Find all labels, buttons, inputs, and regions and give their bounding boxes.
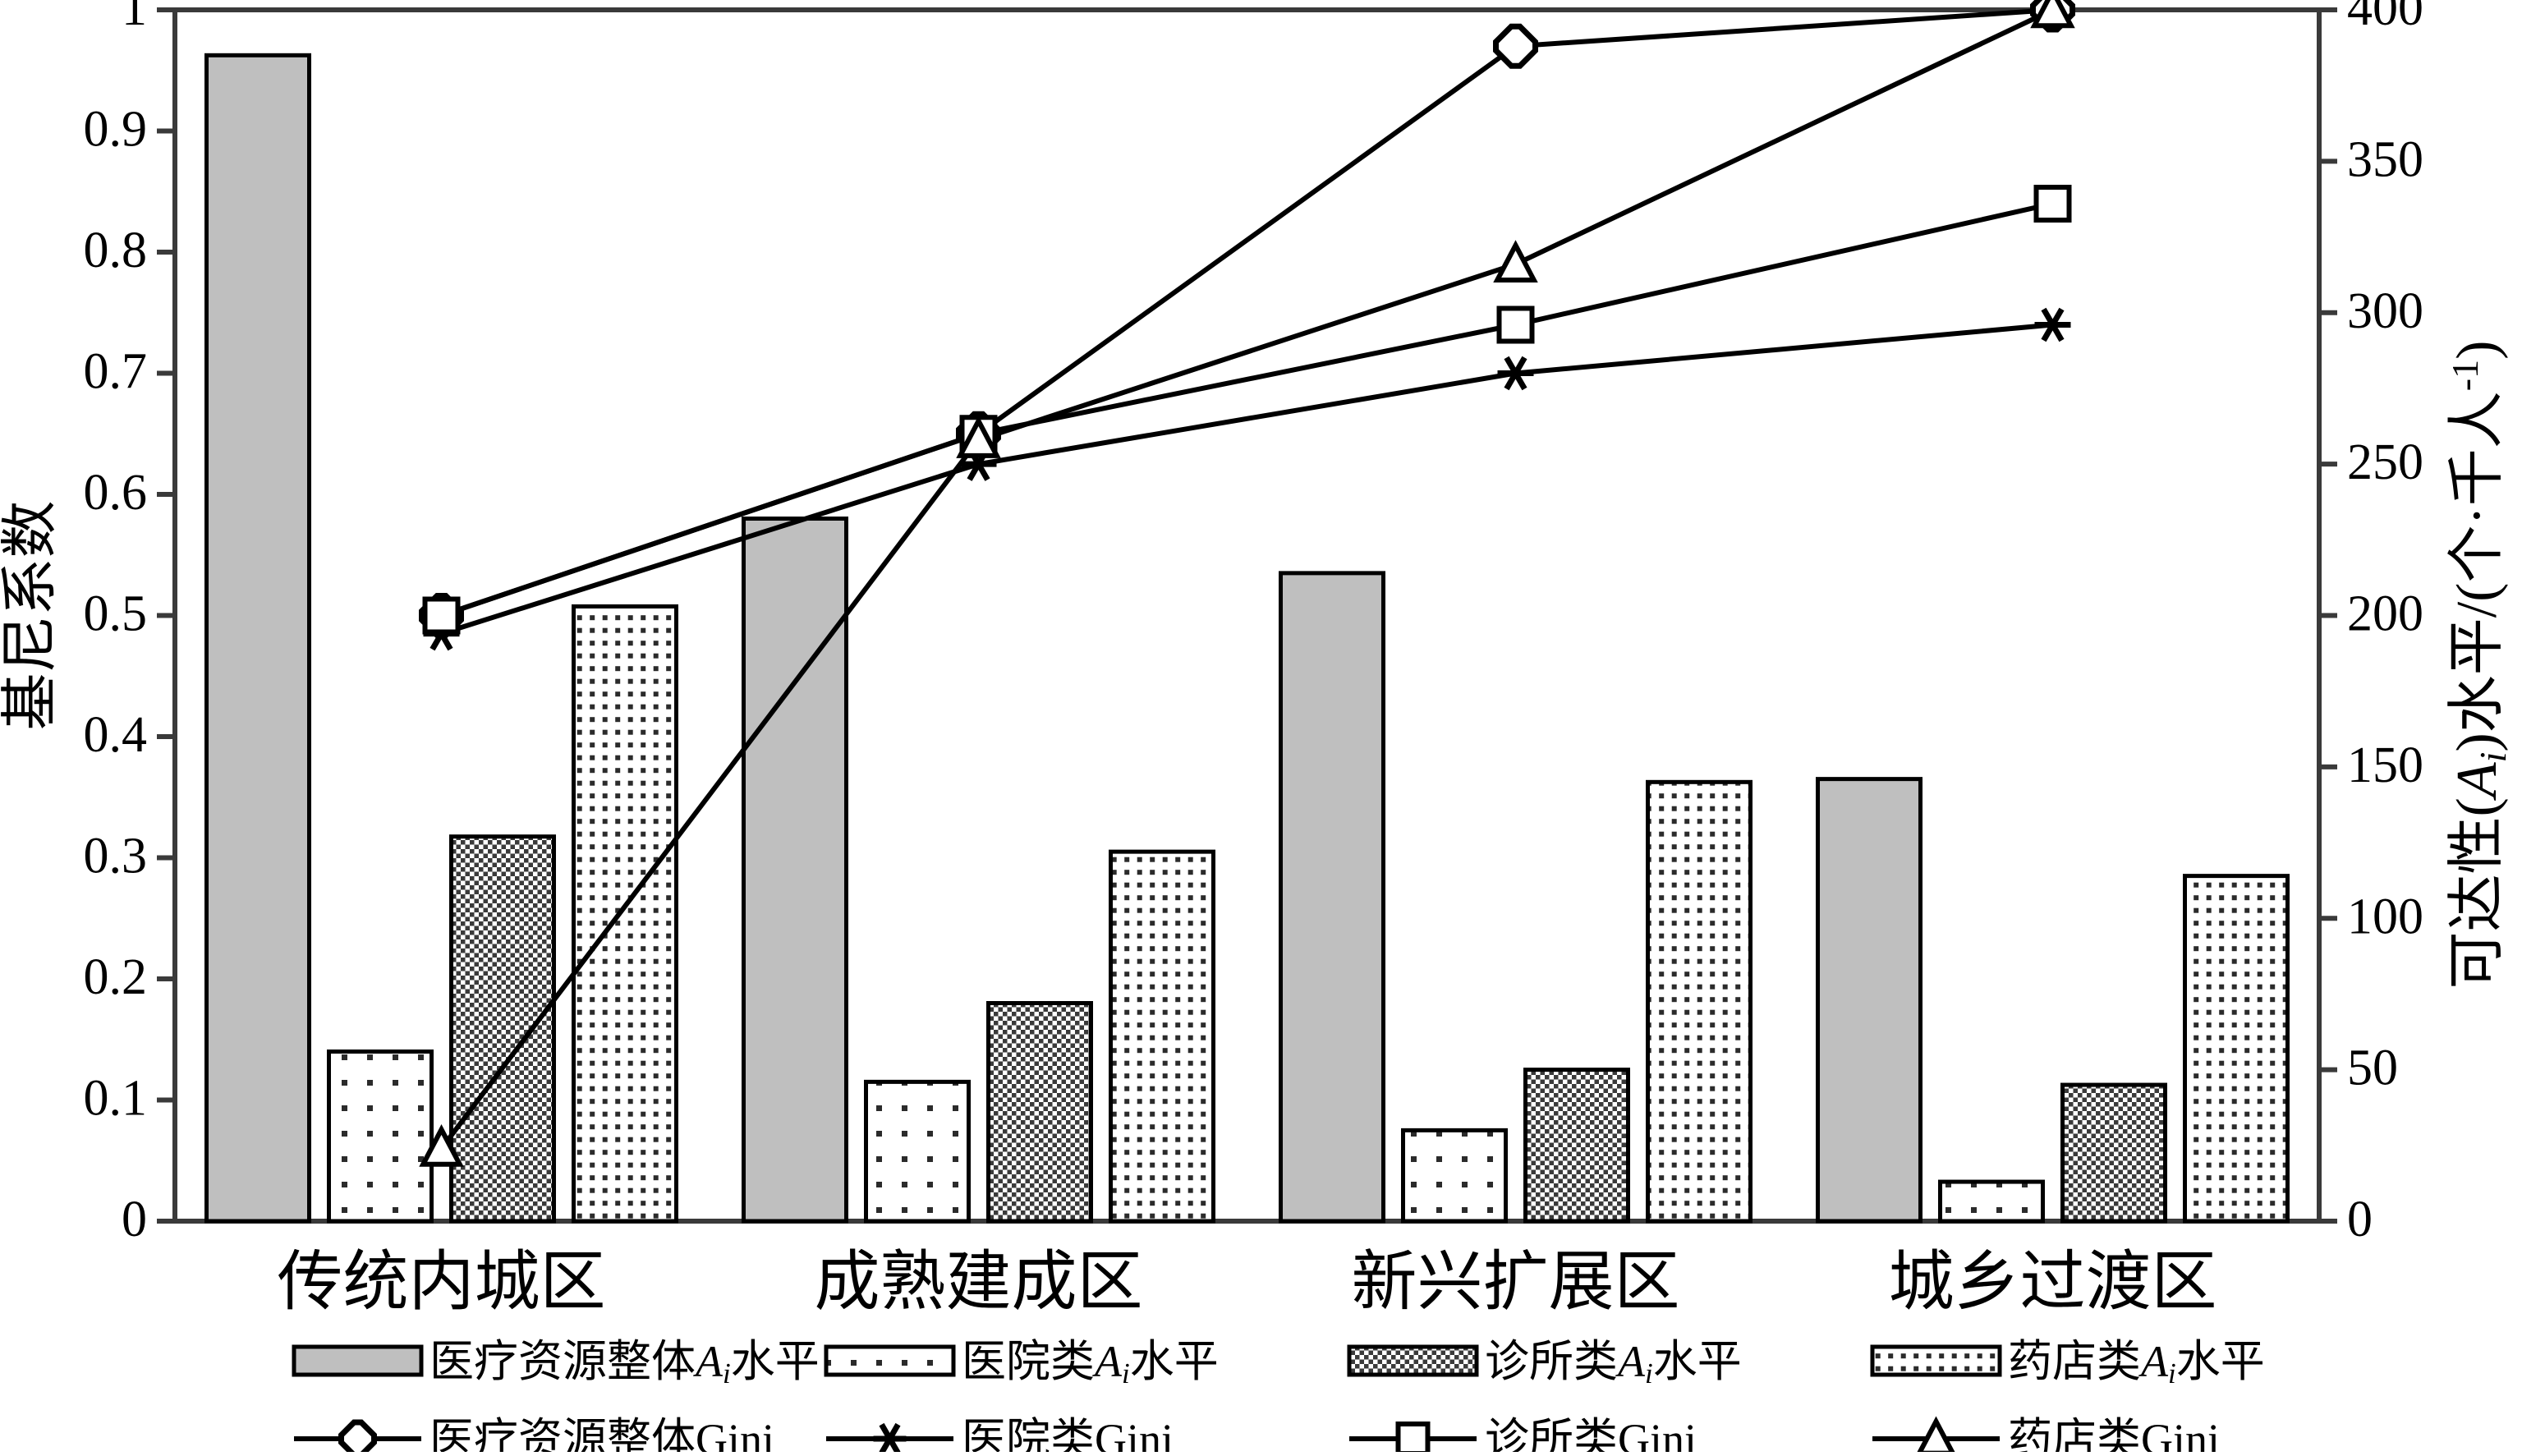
svg-text:0: 0 <box>2347 1192 2373 1247</box>
svg-text:0.7: 0.7 <box>84 344 148 400</box>
svg-text:0.1: 0.1 <box>84 1071 148 1127</box>
svg-text:0.5: 0.5 <box>84 586 148 642</box>
svg-text:成熟建成区: 成熟建成区 <box>815 1247 1143 1319</box>
svg-text:150: 150 <box>2347 737 2423 793</box>
svg-text:医院类Gini: 医院类Gini <box>962 1415 1174 1452</box>
svg-text:250: 250 <box>2347 434 2423 490</box>
svg-text:基尼系数: 基尼系数 <box>0 501 62 731</box>
svg-text:传统内城区: 传统内城区 <box>278 1247 606 1319</box>
svg-text:药店类Ai水平: 药店类Ai水平 <box>2008 1337 2265 1389</box>
svg-text:新兴扩展区: 新兴扩展区 <box>1352 1247 1680 1319</box>
svg-text:0.4: 0.4 <box>84 707 148 763</box>
svg-text:医院类Ai水平: 医院类Ai水平 <box>962 1337 1219 1389</box>
svg-text:药店类Gini: 药店类Gini <box>2008 1415 2220 1452</box>
svg-text:0.6: 0.6 <box>84 465 148 521</box>
svg-text:0.9: 0.9 <box>84 102 148 158</box>
svg-text:医疗资源整体Gini: 医疗资源整体Gini <box>430 1415 774 1452</box>
svg-text:200: 200 <box>2347 586 2423 642</box>
svg-text:诊所类Gini: 诊所类Gini <box>1485 1415 1697 1452</box>
svg-text:0: 0 <box>122 1192 147 1247</box>
svg-text:50: 50 <box>2347 1040 2398 1096</box>
svg-text:100: 100 <box>2347 889 2423 944</box>
svg-text:300: 300 <box>2347 283 2423 339</box>
svg-text:1: 1 <box>122 0 147 36</box>
svg-text:诊所类Ai水平: 诊所类Ai水平 <box>1485 1337 1742 1389</box>
svg-text:可达性(Ai)水平/(个·千人-1): 可达性(Ai)水平/(个·千人-1) <box>2444 341 2514 990</box>
svg-text:350: 350 <box>2347 131 2423 187</box>
svg-text:0.3: 0.3 <box>84 829 148 884</box>
svg-text:0.8: 0.8 <box>84 223 148 278</box>
svg-text:医疗资源整体Ai水平: 医疗资源整体Ai水平 <box>430 1337 820 1389</box>
svg-text:0.2: 0.2 <box>84 949 148 1005</box>
svg-text:400: 400 <box>2347 0 2423 36</box>
svg-text:城乡过渡区: 城乡过渡区 <box>1889 1247 2217 1319</box>
